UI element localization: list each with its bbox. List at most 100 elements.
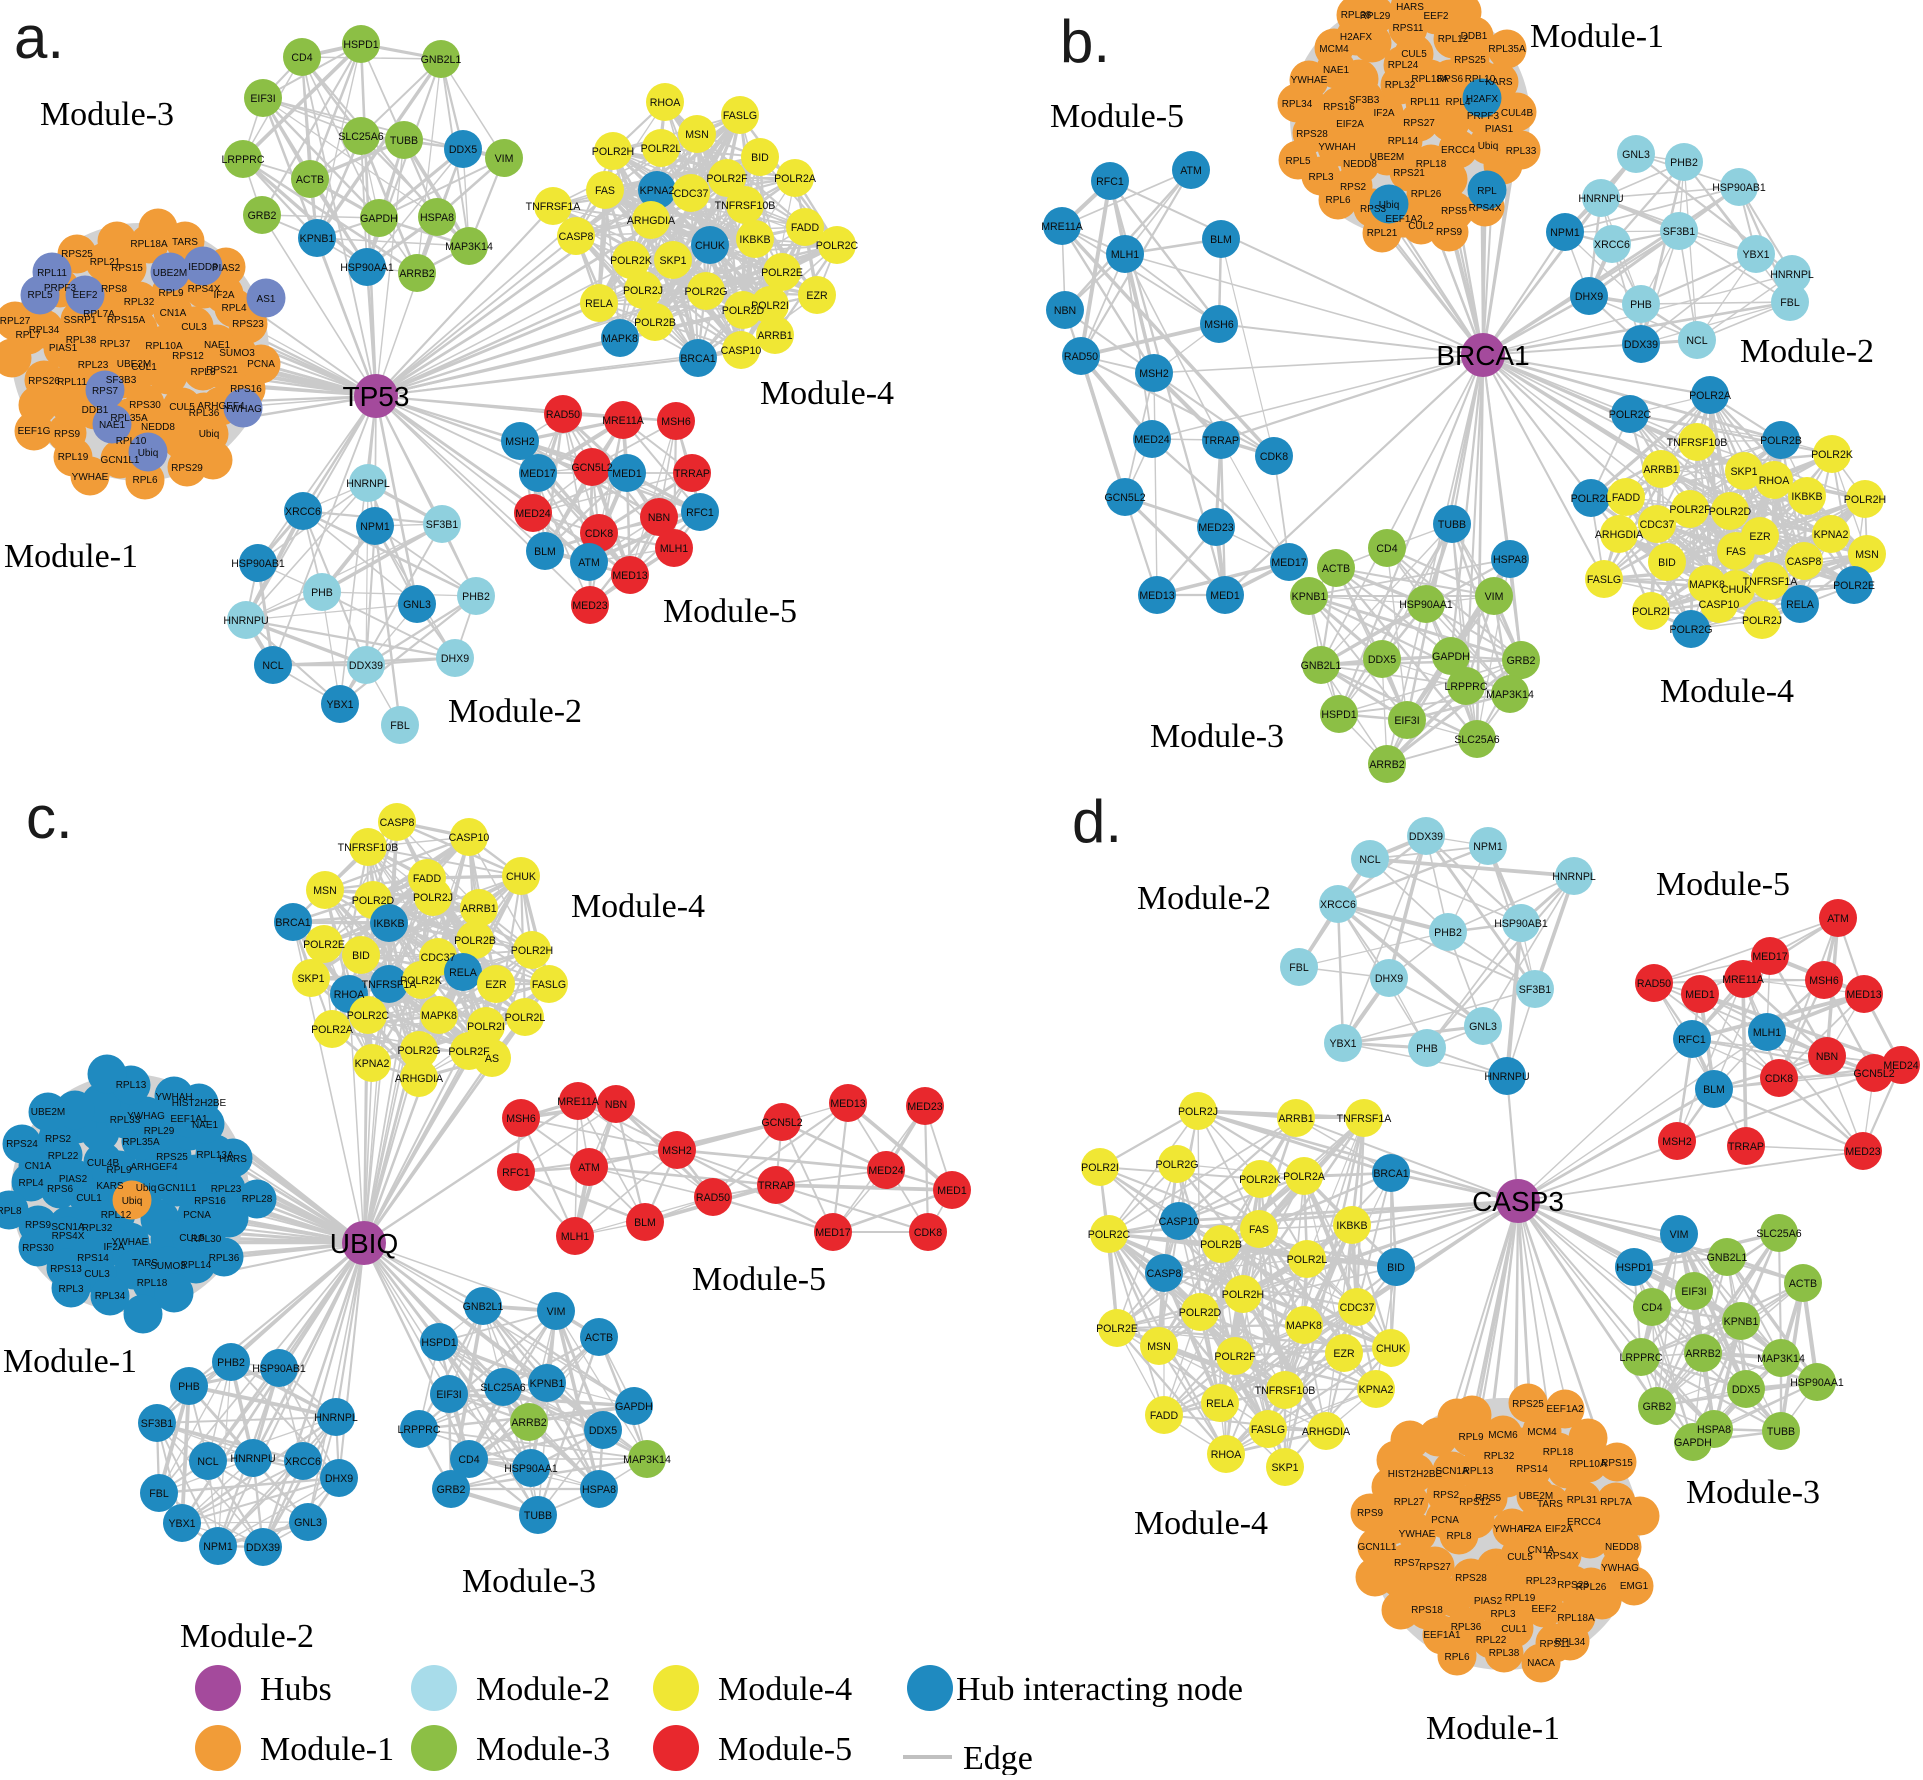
svg-text:TNFRSF10B: TNFRSF10B — [1667, 437, 1728, 449]
svg-text:NAE1: NAE1 — [1323, 65, 1350, 76]
svg-text:RPL27: RPL27 — [0, 316, 31, 327]
svg-text:HSP90AA1: HSP90AA1 — [504, 1463, 558, 1475]
svg-text:RPL34: RPL34 — [95, 1291, 126, 1302]
svg-text:TNFRSF1A: TNFRSF1A — [362, 979, 418, 991]
svg-text:RPL19: RPL19 — [58, 452, 89, 463]
svg-text:RPL5: RPL5 — [1285, 156, 1310, 167]
svg-text:LRPPRC: LRPPRC — [398, 1424, 441, 1436]
svg-text:CHUK: CHUK — [506, 871, 536, 883]
svg-text:YWHAH: YWHAH — [1493, 1524, 1530, 1535]
svg-text:RPL18: RPL18 — [1416, 159, 1447, 170]
svg-text:RFC1: RFC1 — [1678, 1034, 1706, 1046]
svg-text:RPL9: RPL9 — [158, 288, 183, 299]
svg-text:PHB2: PHB2 — [217, 1357, 245, 1369]
svg-text:RPL27: RPL27 — [1394, 1497, 1425, 1508]
svg-text:POLR2H: POLR2H — [511, 945, 553, 957]
svg-text:POLR2F: POLR2F — [448, 1046, 490, 1058]
svg-text:RPS12: RPS12 — [1459, 1497, 1491, 1508]
svg-text:VIM: VIM — [495, 153, 514, 165]
svg-text:KPNA2: KPNA2 — [640, 185, 675, 197]
svg-text:RHOA: RHOA — [1759, 475, 1791, 487]
svg-text:RPL30: RPL30 — [191, 1234, 222, 1245]
svg-text:YWHAE: YWHAE — [72, 472, 109, 483]
svg-text:POLR2E: POLR2E — [1096, 1323, 1138, 1335]
svg-text:POLR2A: POLR2A — [1689, 390, 1732, 402]
svg-text:IKBKB: IKBKB — [373, 918, 404, 930]
svg-text:RPL33: RPL33 — [110, 1115, 141, 1126]
svg-text:RHOA: RHOA — [334, 989, 366, 1001]
svg-text:CUL3: CUL3 — [181, 322, 207, 333]
svg-text:RPL32: RPL32 — [1484, 1451, 1515, 1462]
svg-text:KPNB1: KPNB1 — [1724, 1316, 1759, 1328]
svg-text:EEF2: EEF2 — [1423, 11, 1448, 22]
svg-text:Ubiq: Ubiq — [1379, 200, 1400, 211]
svg-text:Module-1: Module-1 — [1530, 18, 1664, 55]
svg-text:MED1: MED1 — [937, 1185, 967, 1197]
svg-text:YBX1: YBX1 — [326, 699, 353, 711]
svg-text:RPS4X: RPS4X — [52, 1231, 85, 1242]
svg-text:SF3B3: SF3B3 — [1349, 95, 1380, 106]
svg-text:GCN1L1: GCN1L1 — [1358, 1542, 1397, 1553]
svg-text:RPL13A: RPL13A — [196, 1150, 234, 1161]
svg-text:YWHAE: YWHAE — [112, 1237, 149, 1248]
svg-text:MED23: MED23 — [907, 1101, 942, 1113]
svg-text:Module-2: Module-2 — [1740, 333, 1874, 370]
svg-text:FBL: FBL — [149, 1488, 169, 1500]
svg-text:SSRP1: SSRP1 — [64, 315, 97, 326]
svg-text:VIM: VIM — [547, 1306, 566, 1318]
svg-text:RELA: RELA — [585, 298, 614, 310]
svg-text:MED23: MED23 — [1845, 1146, 1880, 1158]
svg-text:EZR: EZR — [1749, 531, 1771, 543]
svg-text:CASP8: CASP8 — [380, 817, 415, 829]
svg-text:KARS: KARS — [1485, 77, 1513, 88]
svg-text:RPL36: RPL36 — [209, 1253, 240, 1264]
svg-text:PCNA: PCNA — [1431, 1515, 1459, 1526]
svg-text:ARHGDIA: ARHGDIA — [1302, 1426, 1351, 1438]
svg-text:ACTB: ACTB — [1789, 1278, 1817, 1290]
svg-text:POLR2D: POLR2D — [1179, 1307, 1222, 1319]
svg-text:MED24: MED24 — [515, 508, 550, 520]
svg-text:POLR2K: POLR2K — [610, 255, 652, 267]
svg-text:NPM1: NPM1 — [360, 521, 390, 533]
svg-text:POLR2J: POLR2J — [623, 285, 663, 297]
svg-text:RPS25: RPS25 — [1512, 1399, 1544, 1410]
svg-text:RPS8: RPS8 — [101, 284, 128, 295]
svg-text:RPS4X: RPS4X — [188, 284, 221, 295]
svg-text:RPL23: RPL23 — [211, 1184, 242, 1195]
svg-text:Module-5: Module-5 — [692, 1261, 826, 1298]
svg-text:PIAS2: PIAS2 — [1474, 1596, 1503, 1607]
svg-text:RPL7A: RPL7A — [83, 309, 115, 320]
svg-text:RPL7A: RPL7A — [1600, 1497, 1632, 1508]
svg-text:RPS25: RPS25 — [156, 1152, 188, 1163]
svg-text:d.: d. — [1072, 788, 1122, 855]
svg-text:MSH2: MSH2 — [1662, 1136, 1692, 1148]
svg-text:ATM: ATM — [1180, 165, 1202, 177]
svg-text:POLR2B: POLR2B — [1200, 1239, 1242, 1251]
svg-text:SUMO3: SUMO3 — [219, 348, 255, 359]
svg-text:RPL11: RPL11 — [57, 377, 87, 388]
svg-text:RPL34: RPL34 — [1282, 99, 1313, 110]
svg-text:RPS4X: RPS4X — [1546, 1551, 1579, 1562]
svg-text:BID: BID — [1387, 1262, 1405, 1274]
svg-text:RPS4X: RPS4X — [1469, 203, 1502, 214]
svg-text:HSP90AA1: HSP90AA1 — [1790, 1377, 1844, 1389]
svg-text:POLR2G: POLR2G — [1670, 624, 1713, 636]
svg-text:HNRNPU: HNRNPU — [223, 615, 268, 627]
svg-text:RPS21: RPS21 — [1393, 168, 1425, 179]
svg-text:ARRB1: ARRB1 — [757, 330, 792, 342]
svg-text:HNRNPL: HNRNPL — [1770, 269, 1814, 281]
svg-text:MRE11A: MRE11A — [557, 1096, 600, 1108]
svg-text:MAPK8: MAPK8 — [1286, 1320, 1322, 1332]
svg-text:HSPD1: HSPD1 — [421, 1337, 456, 1349]
svg-text:CN1A: CN1A — [1528, 1545, 1555, 1556]
svg-text:Module-5: Module-5 — [718, 1731, 852, 1768]
svg-text:GCN5L2: GCN5L2 — [571, 462, 612, 474]
svg-text:VIM: VIM — [1485, 591, 1504, 603]
svg-text:RPL35A: RPL35A — [110, 413, 148, 424]
svg-text:CHUK: CHUK — [1376, 1343, 1406, 1355]
svg-text:FADD: FADD — [791, 222, 820, 234]
svg-text:GRB2: GRB2 — [1507, 655, 1536, 667]
svg-text:DDX39: DDX39 — [1409, 831, 1443, 843]
svg-text:MAP3K14: MAP3K14 — [623, 1454, 671, 1466]
svg-text:CDC37: CDC37 — [1640, 519, 1675, 531]
